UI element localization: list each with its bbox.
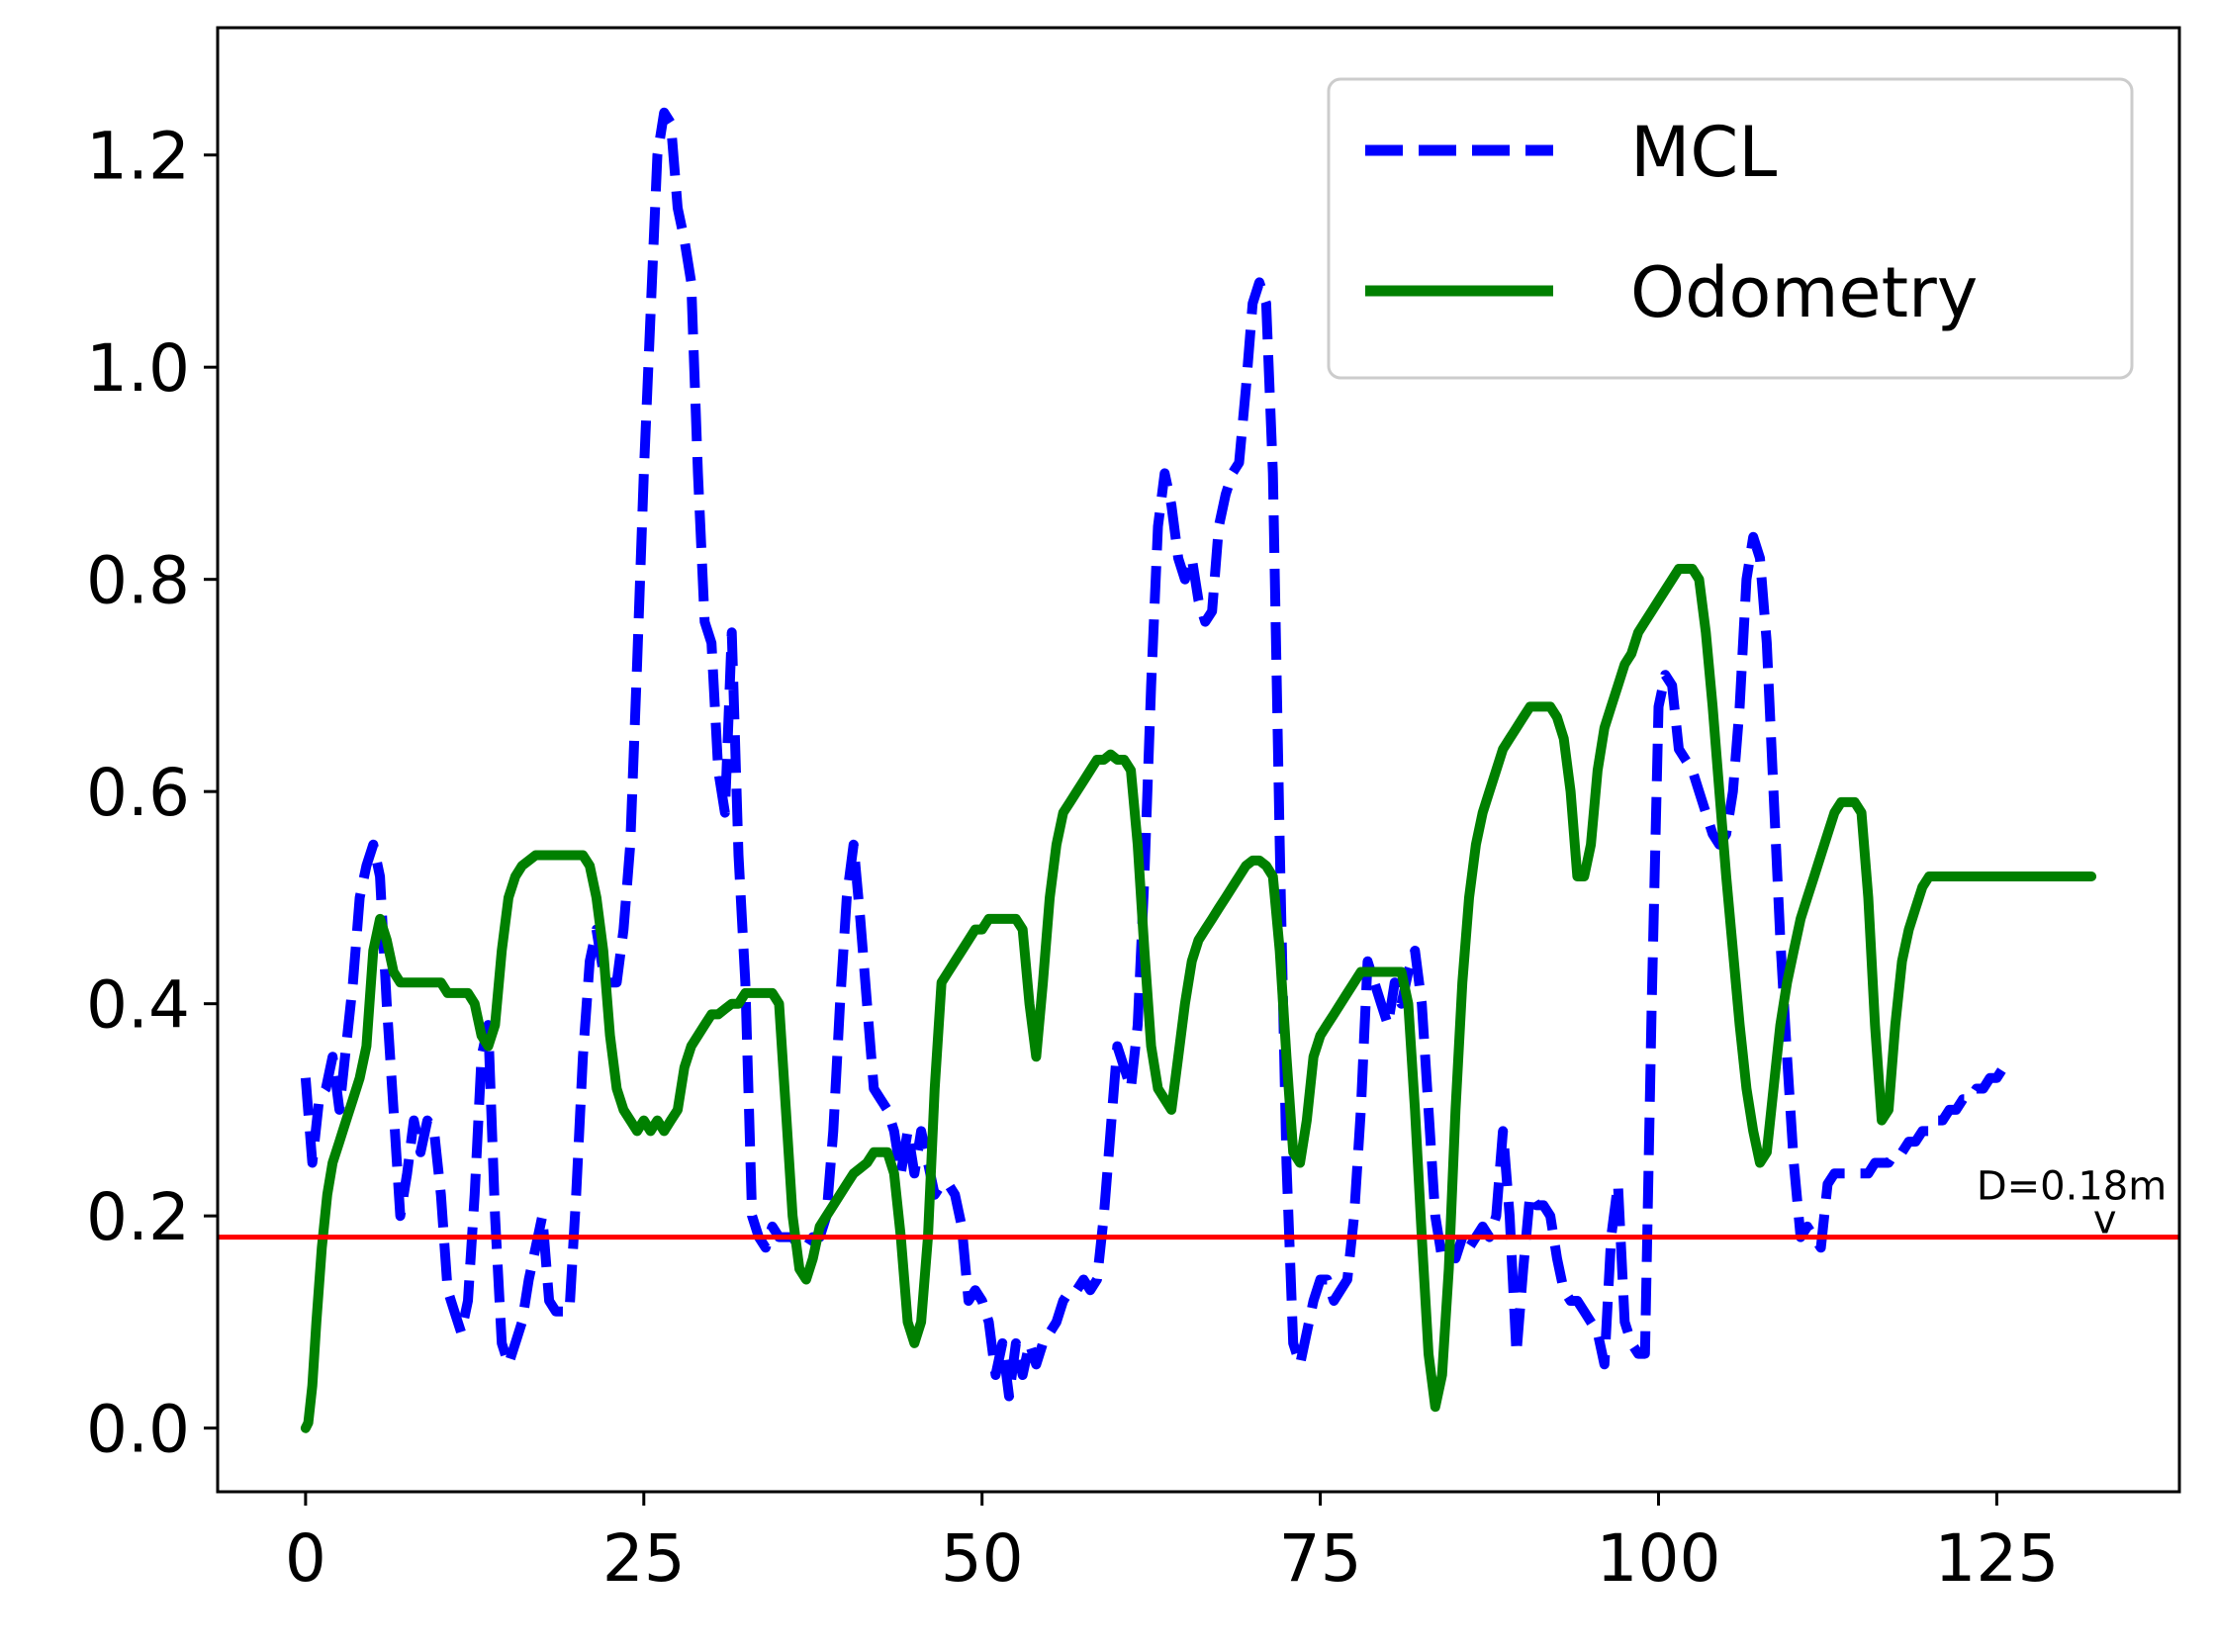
x-tick-label: 25 (602, 1520, 686, 1597)
y-tick-label: 0.2 (86, 1179, 190, 1255)
x-tick-label: 0 (285, 1520, 326, 1597)
y-tick-label: 1.0 (86, 330, 190, 407)
series-line-odometry (300, 564, 2097, 1433)
plot-frame (216, 26, 2181, 1494)
legend-label-mcl: MCL (1630, 112, 1777, 193)
x-tick-label: 100 (1596, 1520, 1720, 1597)
threshold-arrow: v (2093, 1198, 2117, 1243)
y-tick-label: 0.6 (86, 755, 190, 831)
legend: MCL Odometry (1327, 77, 2134, 380)
y-tick-label: 0.4 (86, 967, 190, 1044)
x-axis: 0 25 50 75 100 125 (285, 1492, 2059, 1597)
y-axis: 0.0 0.2 0.4 0.6 0.8 1.0 1.2 (86, 119, 218, 1468)
y-tick-label: 0.8 (86, 543, 190, 619)
y-tick-label: 1.2 (86, 119, 190, 195)
y-tick-label: 0.0 (86, 1392, 190, 1468)
x-tick-label: 50 (941, 1520, 1024, 1597)
x-tick-label: 125 (1934, 1520, 2059, 1597)
threshold-label: D=0.18m (1977, 1164, 2167, 1210)
x-tick-label: 75 (1279, 1520, 1362, 1597)
legend-label-odometry: Odometry (1630, 252, 1978, 333)
series-layer (300, 107, 2097, 1433)
